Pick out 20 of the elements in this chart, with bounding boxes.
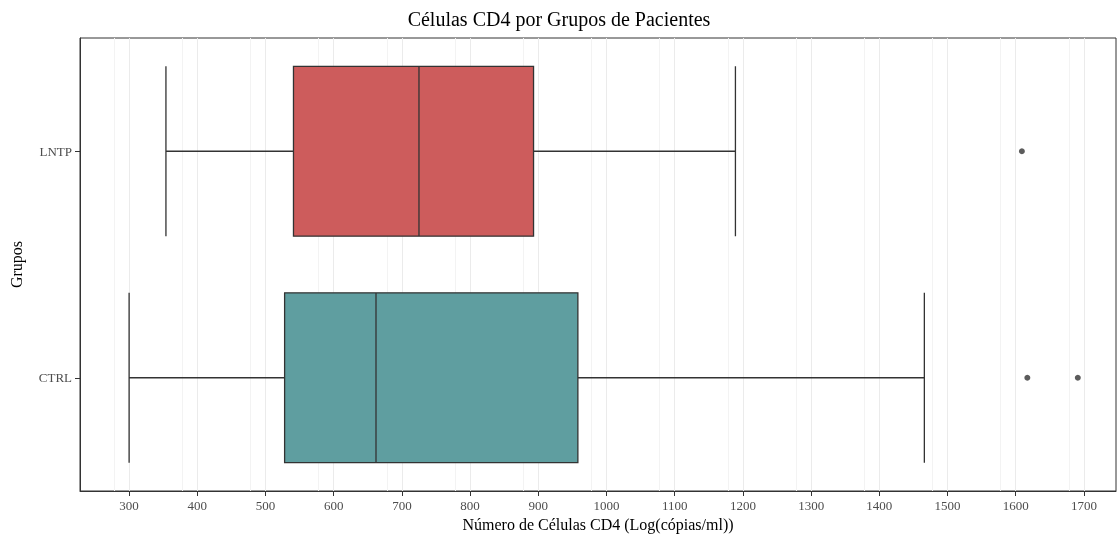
x-tick-label: 700	[392, 498, 412, 513]
x-tick-label: 1400	[866, 498, 893, 513]
x-tick-label: 300	[119, 498, 139, 513]
chart-title: Células CD4 por Grupos de Pacientes	[407, 8, 711, 31]
y-tick-label: CTRL	[38, 370, 73, 386]
x-tick-label: 800	[460, 498, 480, 513]
x-tick-label: 1300	[798, 498, 825, 513]
x-tick-label: 1500	[934, 498, 961, 513]
x-tick-label: 600	[323, 498, 344, 513]
x-tick-label: 1000	[593, 498, 620, 513]
x-tick-label: 1600	[1002, 498, 1029, 513]
y-tick-label: LNTP	[39, 143, 72, 159]
x-tick-label: 500	[255, 498, 276, 513]
y-axis-title: Grupos	[7, 240, 26, 289]
x-tick-label: 1200	[729, 498, 756, 513]
x-tick-label: 1100	[661, 498, 688, 513]
x-axis-title: Número de Células CD4 (Log(cópias/ml))	[462, 516, 734, 535]
x-tick-label: 900	[528, 498, 549, 513]
x-tick-label: 1700	[1070, 498, 1097, 513]
x-tick-label: 400	[187, 498, 208, 513]
